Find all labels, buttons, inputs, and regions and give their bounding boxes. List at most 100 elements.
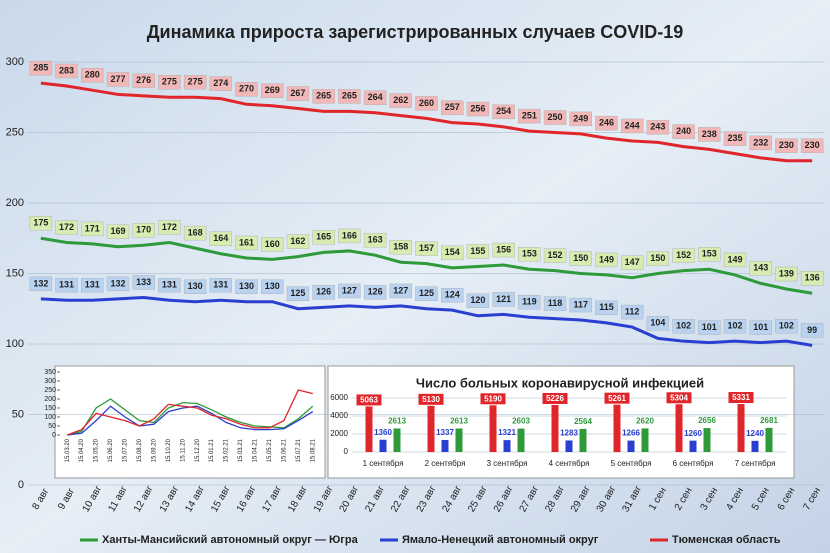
data-label: 172 [59, 222, 74, 232]
data-label: 121 [496, 294, 511, 304]
bar [765, 427, 773, 452]
x-tick-label: 15.04.21 [253, 438, 259, 462]
data-label: 162 [290, 236, 305, 246]
data-label: 160 [265, 239, 280, 249]
data-label-box [183, 279, 207, 294]
data-label: 265 [316, 91, 331, 101]
y-tick-label: 250 [44, 387, 56, 394]
data-label: 269 [265, 85, 280, 95]
data-label: 5130 [422, 395, 440, 404]
data-label: 230 [779, 140, 794, 150]
y-tick-label: 350 [44, 369, 56, 376]
bar [737, 404, 745, 452]
data-label-box [672, 248, 695, 263]
data-label: 130 [265, 281, 280, 291]
data-label: 150 [573, 253, 588, 263]
data-label-box [158, 75, 181, 90]
data-label: 155 [470, 246, 485, 256]
data-label: 164 [213, 233, 228, 243]
data-label-box [466, 244, 490, 259]
data-label-box [158, 278, 181, 293]
data-label-box [418, 393, 444, 405]
data-label-box [620, 304, 644, 320]
bar [503, 440, 511, 452]
series-line [40, 81, 813, 163]
data-label-box [286, 286, 310, 301]
bar [441, 439, 449, 452]
data-label: 274 [213, 78, 228, 88]
x-tick-label: 15.03.20 [65, 438, 71, 462]
data-label-box [441, 245, 464, 261]
bar [703, 428, 711, 452]
data-label-box [800, 323, 824, 338]
data-label: 2564 [574, 417, 592, 426]
x-tick-label: 15.09.20 [151, 438, 157, 462]
data-label-box [646, 251, 670, 266]
data-label: 104 [650, 318, 665, 328]
data-label: 1337 [436, 428, 454, 437]
data-label-box [698, 247, 721, 262]
inset-panel [327, 365, 795, 479]
data-label-box [595, 115, 618, 131]
data-label-box [81, 67, 104, 83]
x-tick-label: 15.06.20 [108, 438, 114, 462]
data-label-box [492, 104, 515, 120]
data-label-box [106, 276, 130, 292]
data-label: 275 [188, 77, 203, 87]
data-label: 154 [445, 247, 460, 257]
data-label: 240 [676, 126, 691, 136]
y-tick-label: 6000 [330, 393, 348, 402]
y-tick-label: 200 [6, 197, 24, 209]
x-tick-label: 1 сентября [363, 459, 404, 468]
data-label-box [235, 279, 258, 294]
data-label-box [55, 220, 78, 235]
data-label-box [775, 318, 798, 334]
legend-label: Ханты-Мансийский автономный округ — Югра [102, 534, 359, 546]
data-label-box [55, 63, 78, 79]
data-label-box [356, 394, 382, 406]
data-label-box [646, 316, 670, 331]
data-label: 267 [290, 88, 305, 98]
data-label-box [312, 89, 335, 104]
data-label-box [800, 138, 824, 153]
data-label: 5304 [670, 393, 688, 402]
data-label: 1266 [622, 429, 640, 438]
data-label-box [312, 230, 335, 245]
data-label-box [29, 60, 53, 76]
data-label-box [209, 278, 233, 293]
data-label: 136 [805, 273, 820, 283]
data-label-box [338, 89, 361, 104]
data-label: 165 [316, 232, 331, 242]
data-label: 153 [702, 249, 717, 259]
data-label: 2613 [388, 417, 406, 426]
data-label-box [466, 101, 490, 117]
data-label-box [518, 247, 541, 262]
y-tick-label: 150 [6, 267, 24, 279]
x-tick-label: 15.04.20 [79, 438, 85, 462]
data-label: 283 [59, 65, 74, 75]
data-label: 277 [110, 74, 125, 84]
data-label-box [235, 235, 258, 251]
data-label: 126 [316, 287, 331, 297]
data-label: 117 [573, 299, 588, 309]
data-label: 115 [599, 302, 614, 312]
bar [613, 404, 621, 452]
bar [427, 405, 435, 452]
data-label-box [363, 232, 387, 248]
data-label-box [569, 251, 592, 266]
data-label: 143 [753, 263, 768, 273]
data-label-box [518, 108, 541, 124]
data-label: 127 [393, 285, 408, 295]
data-label: 254 [496, 106, 511, 116]
data-label-box [698, 320, 721, 335]
x-tick-label: 3 сентября [487, 459, 528, 468]
data-label: 270 [239, 84, 254, 94]
data-label: 5226 [546, 394, 564, 403]
data-label: 285 [33, 63, 48, 73]
bar [551, 404, 559, 452]
data-label: 150 [650, 253, 665, 263]
bar [565, 440, 573, 452]
data-label-box [569, 111, 592, 127]
data-label-box [363, 90, 387, 105]
data-label-box [363, 285, 387, 300]
